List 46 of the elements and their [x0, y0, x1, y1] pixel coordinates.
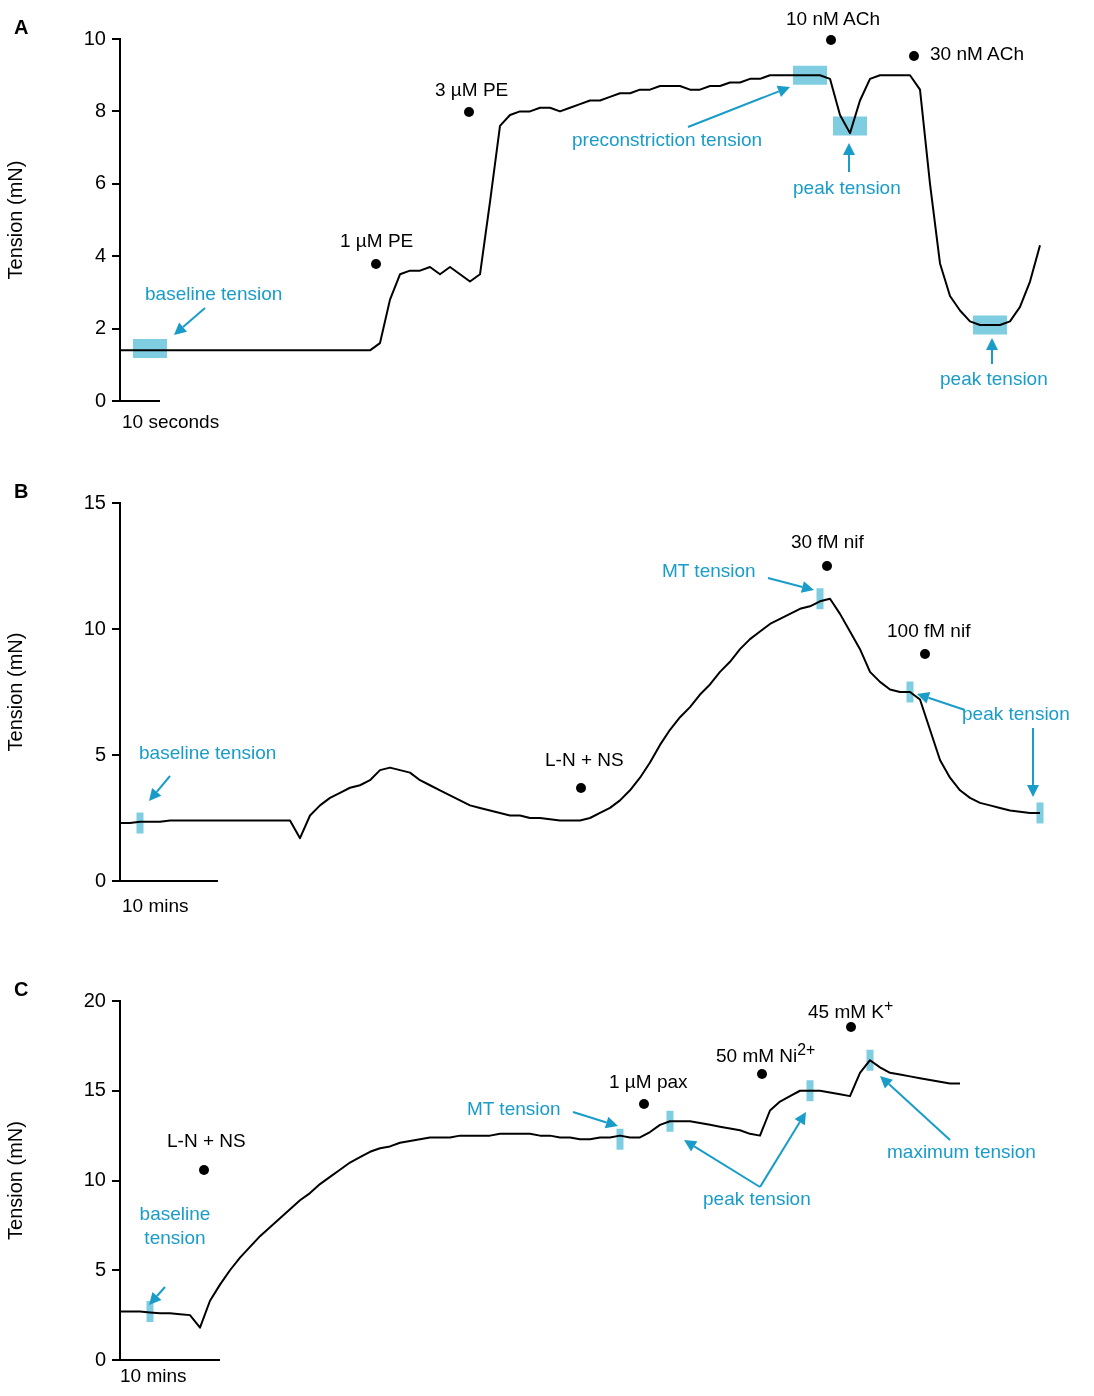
annotation: 30 fM nif	[791, 530, 864, 554]
y-axis-title: Tension (mN)	[3, 632, 26, 752]
y-tick-label: 2	[94, 316, 106, 339]
annotation: L-N + NS	[167, 1129, 246, 1153]
annotation: 100 fM nif	[887, 619, 971, 643]
text: 10 seconds	[122, 410, 220, 434]
annotation: maximum tension	[887, 1140, 1036, 1164]
y-tick-label: 10	[83, 26, 106, 49]
y-tick-label: 6	[94, 171, 106, 194]
annotation: baseline tension	[145, 282, 283, 306]
annotation: 3 µM PE	[435, 78, 509, 102]
annotation: preconstriction tension	[572, 128, 763, 152]
y-tick-label: 10	[83, 616, 106, 639]
annotation: peak tension	[793, 176, 901, 200]
annotation: 1 µM PE	[340, 229, 414, 253]
y-tick-label: 0	[94, 1347, 106, 1370]
annotation: peak tension	[962, 702, 1070, 726]
text: 10 nM ACh	[786, 7, 880, 31]
annotation: L-N + NS	[545, 748, 624, 772]
annotation: peak tension	[940, 367, 1048, 391]
y-tick-label: 20	[83, 988, 106, 1011]
annotation: 50 mM Ni$^{2+}$	[716, 1040, 816, 1069]
chart-title: A	[14, 16, 29, 39]
chart-title: C	[14, 978, 29, 1001]
annotation: 1 µM pax	[609, 1070, 688, 1094]
y-tick-label: 15	[83, 1078, 106, 1101]
y-axis-title: Tension (mN)	[3, 160, 26, 280]
chart-title: B	[14, 480, 29, 503]
annotation: 45 mM K$^{+}$	[808, 996, 894, 1025]
y-tick-label: 0	[94, 868, 106, 891]
y-tick-label: 15	[83, 490, 106, 513]
annotation: baseline tension	[138, 1202, 212, 1250]
text: 10 mins	[122, 894, 189, 918]
y-axis-title: Tension (mN)	[3, 1121, 26, 1240]
y-tick-label: 5	[94, 1257, 106, 1280]
annotation: peak tension	[703, 1187, 811, 1211]
y-tick-label: 8	[94, 98, 106, 121]
annotation: baseline tension	[139, 741, 277, 765]
annotation: 30 nM ACh	[930, 42, 1024, 66]
y-tick-label: 4	[94, 243, 106, 266]
y-tick-label: 10	[83, 1168, 106, 1191]
y-tick-label: 0	[94, 388, 106, 411]
text: 10 mins	[120, 1364, 187, 1388]
annotation: MT tension	[662, 559, 756, 583]
y-tick-label: 5	[94, 742, 106, 765]
annotation: MT tension	[467, 1097, 561, 1121]
